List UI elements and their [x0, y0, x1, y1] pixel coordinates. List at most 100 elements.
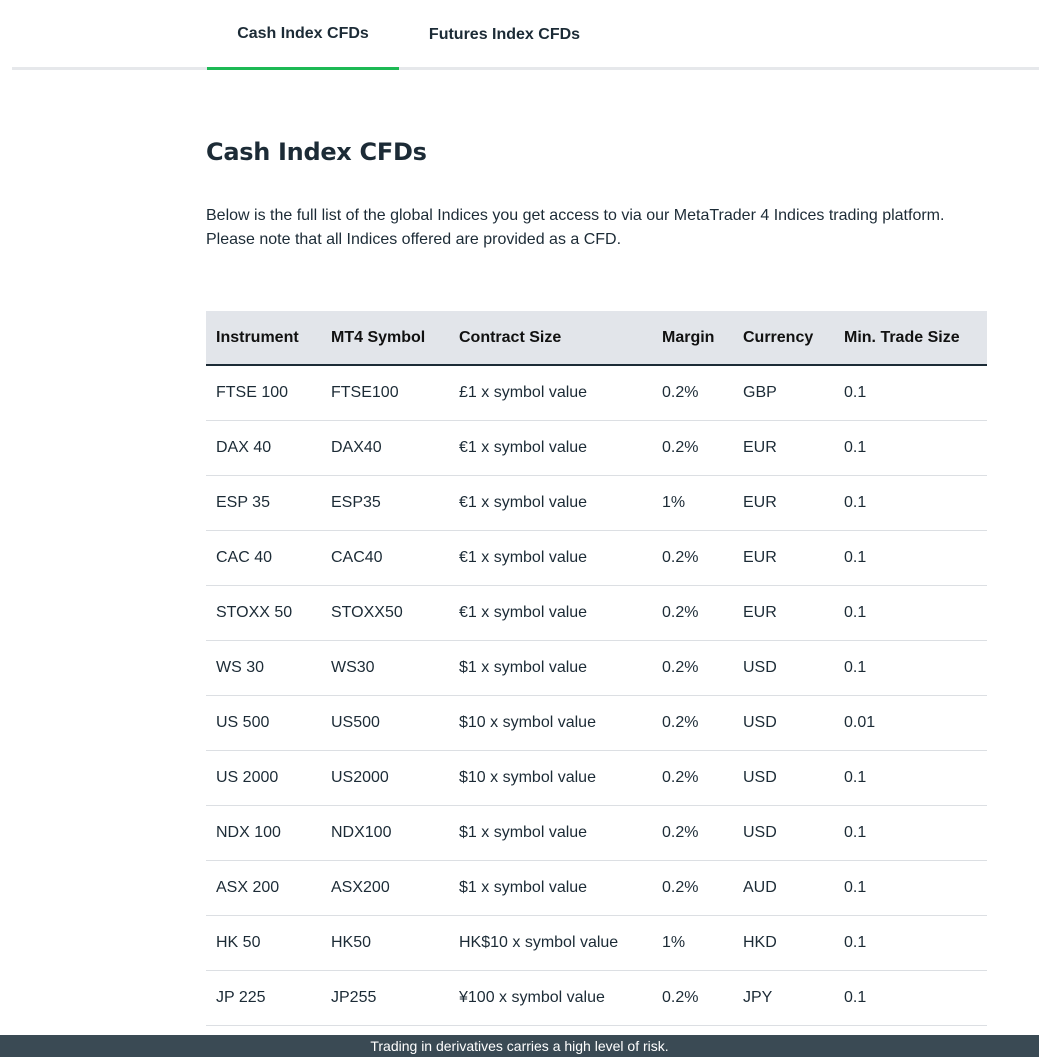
min-trade-size-cell: 0.1: [834, 640, 987, 696]
margin-cell: 0.2%: [652, 695, 733, 751]
margin-cell: 0.2%: [652, 420, 733, 476]
min-trade-size-cell: 0.1: [834, 475, 987, 531]
mt4-symbol-cell: ASX200: [321, 860, 449, 916]
risk-warning-bar: Trading in derivatives carries a high le…: [0, 1035, 1039, 1057]
contract-size-cell: ¥100 x symbol value: [449, 970, 652, 1026]
contract-size-cell: $1 x symbol value: [449, 640, 652, 696]
contract-size-cell: $10 x symbol value: [449, 750, 652, 806]
section-title: Cash Index CFDs: [206, 138, 427, 166]
mt4-symbol-cell: WS30: [321, 640, 449, 696]
mt4-symbol-cell: FTSE100: [321, 365, 449, 421]
currency-cell: EUR: [733, 585, 834, 641]
margin-cell: 0.2%: [652, 365, 733, 421]
section-intro: Below is the full list of the global Ind…: [206, 207, 945, 248]
min-trade-size-cell: 0.1: [834, 530, 987, 586]
indices-table: Instrument MT4 Symbol Contract Size Marg…: [206, 311, 987, 1026]
instrument-cell: US 2000: [206, 750, 321, 806]
mt4-symbol-cell: US2000: [321, 750, 449, 806]
tab-futures-index-cfds[interactable]: Futures Index CFDs: [428, 26, 581, 43]
min-trade-size-cell: 0.1: [834, 805, 987, 861]
index-tabs: Cash Index CFDs Futures Index CFDs: [12, 0, 1039, 70]
min-trade-size-cell: 0.1: [834, 860, 987, 916]
min-trade-size-cell: 0.1: [834, 750, 987, 806]
min-trade-size-cell: 0.01: [834, 695, 987, 751]
margin-cell: 1%: [652, 915, 733, 971]
currency-cell: AUD: [733, 860, 834, 916]
margin-cell: 0.2%: [652, 860, 733, 916]
mt4-symbol-cell: STOXX50: [321, 585, 449, 641]
instrument-cell: WS 30: [206, 640, 321, 696]
margin-cell: 0.2%: [652, 530, 733, 586]
table-row: CAC 40 CAC40 €1 x symbol value 0.2% EUR 0.1: [206, 530, 987, 586]
instrument-cell: ASX 200: [206, 860, 321, 916]
margin-cell: 0.2%: [652, 640, 733, 696]
instrument-cell: HK 50: [206, 915, 321, 971]
contract-size-cell: €1 x symbol value: [449, 585, 652, 641]
mt4-symbol-cell: ESP35: [321, 475, 449, 531]
instrument-cell: DAX 40: [206, 420, 321, 476]
table-row: US 2000 US2000 $10 x symbol value 0.2% USD 0.…: [206, 750, 987, 806]
instrument-cell: ESP 35: [206, 475, 321, 531]
table-row: HK 50 HK50 HK$10 x symbol value 1% HKD 0.1: [206, 915, 987, 971]
contract-size-cell: €1 x symbol value: [449, 530, 652, 586]
column-header-min-trade-size: Min. Trade Size: [834, 311, 987, 366]
table-row: WS 30 WS30 $1 x symbol value 0.2% USD 0.1: [206, 640, 987, 696]
margin-cell: 0.2%: [652, 585, 733, 641]
table-row: US 500 US500 $10 x symbol value 0.2% USD 0.01: [206, 695, 987, 751]
contract-size-cell: HK$10 x symbol value: [449, 915, 652, 971]
table-header: Instrument MT4 Symbol Contract Size Marg…: [206, 311, 987, 366]
tab-cash-index-cfds[interactable]: Cash Index CFDs: [207, 0, 399, 70]
mt4-symbol-cell: CAC40: [321, 530, 449, 586]
currency-cell: USD: [733, 640, 834, 696]
column-header-margin: Margin: [652, 311, 733, 366]
table-row: NDX 100 NDX100 $1 x symbol value 0.2% USD 0.1: [206, 805, 987, 861]
contract-size-cell: $1 x symbol value: [449, 860, 652, 916]
table-row: FTSE 100 FTSE100 £1 x symbol value 0.2% GBP 0…: [206, 365, 987, 421]
table-row: ASX 200 ASX200 $1 x symbol value 0.2% AUD 0.1: [206, 860, 987, 916]
min-trade-size-cell: 0.1: [834, 585, 987, 641]
mt4-symbol-cell: US500: [321, 695, 449, 751]
table-row: STOXX 50 STOXX50 €1 x symbol value 0.2% EUR 0…: [206, 585, 987, 641]
min-trade-size-cell: 0.1: [834, 365, 987, 421]
min-trade-size-cell: 0.1: [834, 915, 987, 971]
table-body: FTSE 100 FTSE100 £1 x symbol value 0.2% GBP 0…: [206, 365, 987, 1026]
mt4-symbol-cell: NDX100: [321, 805, 449, 861]
instrument-cell: CAC 40: [206, 530, 321, 586]
column-header-currency: Currency: [733, 311, 834, 366]
column-header-mt4-symbol: MT4 Symbol: [321, 311, 449, 366]
contract-size-cell: $1 x symbol value: [449, 805, 652, 861]
instrument-cell: FTSE 100: [206, 365, 321, 421]
instrument-cell: STOXX 50: [206, 585, 321, 641]
contract-size-cell: €1 x symbol value: [449, 475, 652, 531]
currency-cell: EUR: [733, 530, 834, 586]
currency-cell: USD: [733, 695, 834, 751]
margin-cell: 1%: [652, 475, 733, 531]
margin-cell: 0.2%: [652, 750, 733, 806]
mt4-symbol-cell: JP255: [321, 970, 449, 1026]
contract-size-cell: £1 x symbol value: [449, 365, 652, 421]
contract-size-cell: $10 x symbol value: [449, 695, 652, 751]
currency-cell: EUR: [733, 420, 834, 476]
currency-cell: USD: [733, 805, 834, 861]
margin-cell: 0.2%: [652, 805, 733, 861]
min-trade-size-cell: 0.1: [834, 970, 987, 1026]
instrument-cell: US 500: [206, 695, 321, 751]
column-header-instrument: Instrument: [206, 311, 321, 366]
table-row: DAX 40 DAX40 €1 x symbol value 0.2% EUR 0.1: [206, 420, 987, 476]
table-header-row: Instrument MT4 Symbol Contract Size Marg…: [206, 311, 987, 366]
column-header-contract-size: Contract Size: [449, 311, 652, 366]
table-row: ESP 35 ESP35 €1 x symbol value 1% EUR 0.1: [206, 475, 987, 531]
contract-size-cell: €1 x symbol value: [449, 420, 652, 476]
currency-cell: HKD: [733, 915, 834, 971]
mt4-symbol-cell: DAX40: [321, 420, 449, 476]
currency-cell: GBP: [733, 365, 834, 421]
min-trade-size-cell: 0.1: [834, 420, 987, 476]
table-row: JP 225 JP255 ¥100 x symbol value 0.2% JPY 0.1: [206, 970, 987, 1026]
currency-cell: JPY: [733, 970, 834, 1026]
currency-cell: EUR: [733, 475, 834, 531]
margin-cell: 0.2%: [652, 970, 733, 1026]
instrument-cell: NDX 100: [206, 805, 321, 861]
instrument-cell: JP 225: [206, 970, 321, 1026]
mt4-symbol-cell: HK50: [321, 915, 449, 971]
currency-cell: USD: [733, 750, 834, 806]
